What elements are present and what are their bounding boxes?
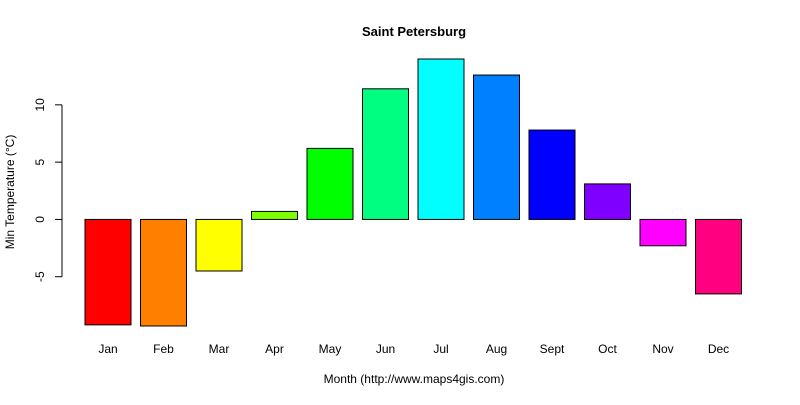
x-axis-label: Month (http://www.maps4gis.com) — [324, 372, 505, 386]
x-tick-label: Jun — [376, 342, 395, 356]
x-tick-label: Nov — [652, 342, 673, 356]
y-tick-label: 10 — [33, 98, 47, 112]
bar-oct — [584, 183, 631, 220]
y-axis: -5 0 5 10 — [33, 98, 63, 282]
x-tick-label: Jul — [433, 342, 448, 356]
x-tick-label: Oct — [598, 342, 617, 356]
x-tick-label: Jan — [98, 342, 117, 356]
x-tick-label: Sept — [540, 342, 565, 356]
bar-apr — [251, 210, 298, 220]
bar-jul — [417, 58, 465, 220]
bar-dec — [695, 218, 742, 295]
bar-jan — [84, 218, 132, 326]
x-tick-label: Aug — [486, 342, 507, 356]
bar-feb — [140, 218, 187, 327]
y-axis-label: Min Temperature (°C) — [3, 135, 17, 250]
x-tick-label: Apr — [265, 342, 284, 356]
x-tick-labels: Jan Feb Mar Apr May Jun Jul Aug Sept Oct Nov Dec — [98, 342, 729, 356]
x-tick-label: Dec — [708, 342, 729, 356]
bar-sept — [528, 129, 576, 220]
bar-may — [306, 147, 354, 220]
y-tick-label: 0 — [33, 216, 47, 223]
x-tick-label: Mar — [209, 342, 230, 356]
x-tick-label: Feb — [153, 342, 174, 356]
x-tick-label: May — [319, 342, 342, 356]
y-tick-label: 5 — [33, 158, 47, 165]
y-tick-label: -5 — [33, 271, 47, 282]
bar-jun — [362, 88, 409, 220]
bars-group — [84, 58, 742, 327]
bar-mar — [195, 218, 243, 272]
bar-aug — [473, 74, 520, 220]
bar-nov — [639, 218, 687, 247]
chart-title: Saint Petersburg — [362, 24, 466, 39]
